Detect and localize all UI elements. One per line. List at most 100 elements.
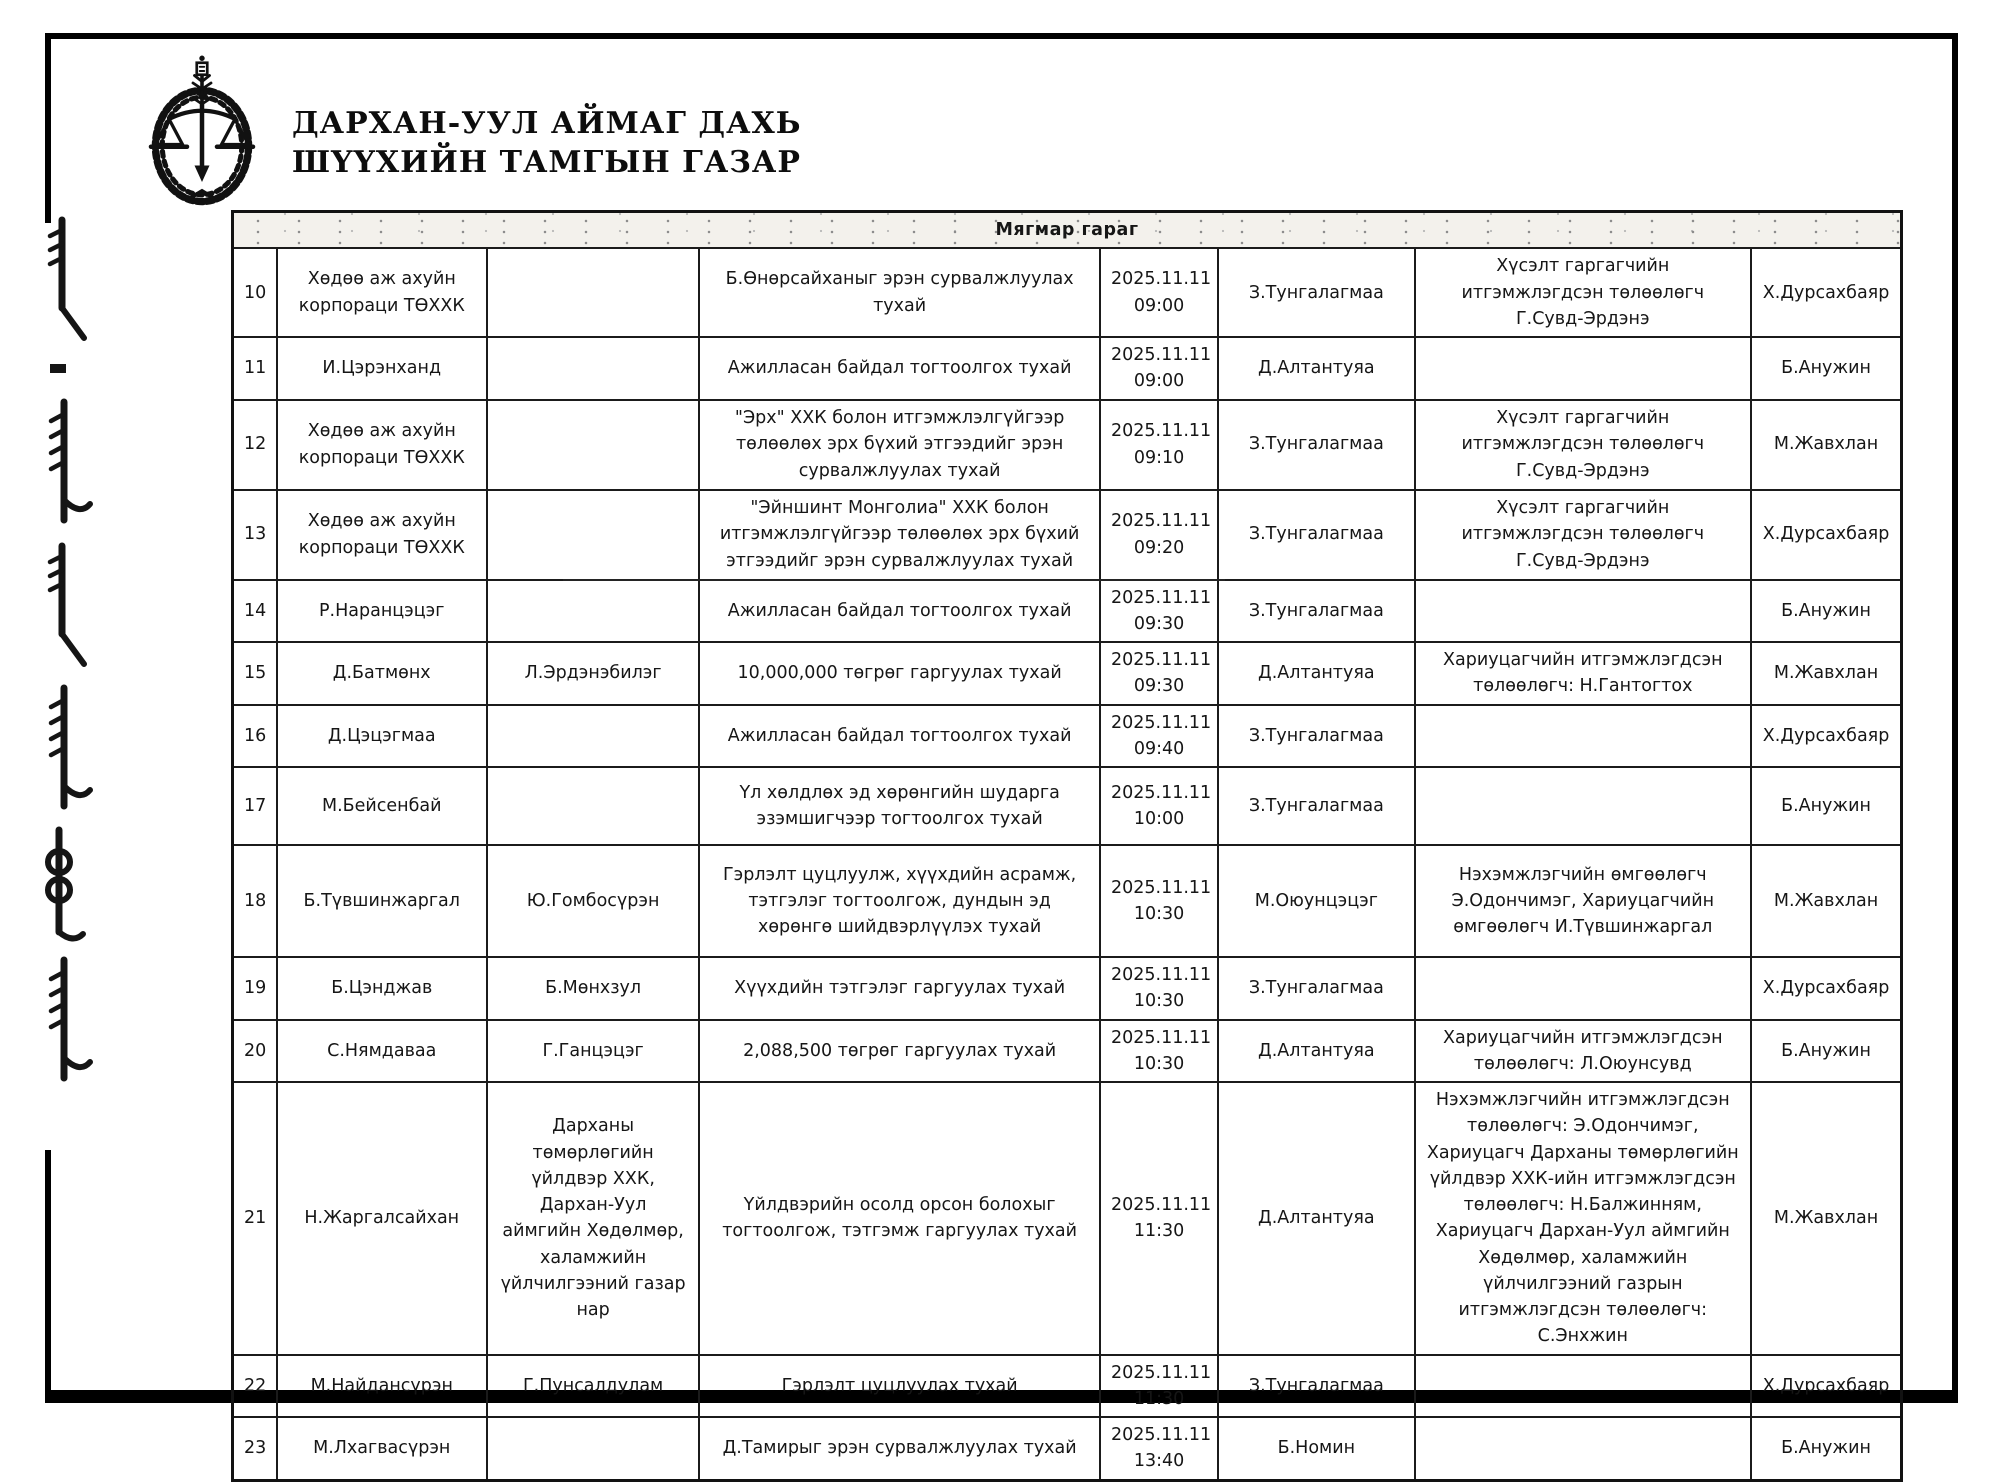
cell-plaintiff: Хөдөө аж ахуйн корпораци ТӨХХК	[275, 398, 488, 491]
hearing-time: 09:00	[1133, 295, 1185, 316]
scan-artifact-line	[563, 579, 1225, 581]
cell-row-number: 12	[231, 398, 278, 491]
cell-datetime: 2025.11.11 11:30	[1098, 1353, 1220, 1418]
cell-datetime: 2025.11.11 11:30	[1098, 1081, 1220, 1356]
hearing-time: 09:40	[1133, 738, 1185, 759]
cell-defendant	[485, 578, 701, 643]
cell-defendant	[485, 488, 701, 581]
hearing-time: 10:30	[1133, 904, 1185, 924]
cell-representatives	[1413, 1353, 1753, 1418]
cell-case-subject: 2,088,500 төгрөг гаргуулах тухай	[698, 1018, 1101, 1083]
cell-row-number: 18	[231, 844, 278, 958]
hearing-time: 09:30	[1133, 613, 1185, 634]
cell-case-subject: Б.Өнөрсайханыг эрэн сурвалжлуулах тухай	[698, 247, 1101, 338]
cell-judge: З.Тунгалагмаа	[1217, 1353, 1416, 1418]
cell-representatives: Нэхэмжлэгчийн итгэмжлэгдсэн төлөөлөгч: Э…	[1413, 1081, 1753, 1356]
cell-plaintiff: М.Бейсенбай	[275, 766, 488, 846]
cell-plaintiff: Н.Жаргалсайхан	[275, 1081, 488, 1356]
cell-datetime: 2025.11.11 10:00	[1098, 766, 1220, 846]
cell-secretary: М.Жавхлан	[1750, 844, 1903, 958]
page-border-right	[1952, 33, 1958, 1402]
hearing-date: 2025.11.11	[1110, 782, 1212, 803]
hearing-time: 09:30	[1133, 676, 1185, 697]
cell-secretary: Б.Анужин	[1750, 1416, 1903, 1481]
cell-judge: З.Тунгалагмаа	[1217, 703, 1416, 768]
weekday-banner: Мягмар гараг	[231, 210, 1903, 250]
cell-case-subject: 10,000,000 төгрөг гаргуулах тухай	[698, 641, 1101, 706]
cell-judge: Д.Алтантуяа	[1217, 336, 1416, 401]
cell-plaintiff: Д.Цэцэгмаа	[275, 703, 488, 768]
cell-representatives	[1413, 1416, 1753, 1481]
hearing-date: 2025.11.11	[1110, 965, 1212, 985]
cell-judge: З.Тунгалагмаа	[1217, 956, 1416, 1021]
cell-judge: Д.Алтантуяа	[1217, 1018, 1416, 1083]
cell-secretary: М.Жавхлан	[1750, 641, 1903, 706]
cell-representatives: Хүсэлт гаргагчийн итгэмжлэгдсэн төлөөлөг…	[1413, 247, 1753, 338]
cell-plaintiff: Р.Наранцэцэг	[275, 578, 488, 643]
cell-case-subject: Д.Тамирыг эрэн сурвалжлуулах тухай	[698, 1416, 1101, 1481]
cell-defendant	[485, 336, 701, 401]
cell-judge: М.Оюунцэцэг	[1217, 844, 1416, 958]
cell-row-number: 20	[231, 1018, 278, 1083]
cell-plaintiff: М.Найдансүрэн	[275, 1353, 488, 1418]
cell-defendant	[485, 766, 701, 846]
cell-judge: З.Тунгалагмаа	[1217, 247, 1416, 338]
cell-defendant: Г.Пунсалдулам	[485, 1353, 701, 1418]
cell-datetime: 2025.11.11 09:00	[1098, 336, 1220, 401]
cell-case-subject: Ажилласан байдал тогтоолгох тухай	[698, 578, 1101, 643]
cell-defendant: Л.Эрдэнэбилэг	[485, 641, 701, 706]
cell-secretary: Х.Дурсахбаяр	[1750, 1353, 1903, 1418]
cell-defendant: Дарханы төмөрлөгийн үйлдвэр ХХК, Дархан-…	[485, 1081, 701, 1356]
cell-row-number: 10	[231, 247, 278, 338]
cell-representatives	[1413, 703, 1753, 768]
cell-datetime: 2025.11.11 09:30	[1098, 641, 1220, 706]
cell-judge: Д.Алтантуяа	[1217, 1081, 1416, 1356]
table-row: 13 Хөдөө аж ахуйн корпораци ТӨХХК "Эйнши…	[231, 488, 1903, 581]
cell-representatives: Хариуцагчийн итгэмжлэгдсэн төлөөлөгч: Н.…	[1413, 641, 1753, 706]
table-row: 18 Б.Түвшинжаргал Ю.Гомбосүрэн Гэрлэлт ц…	[231, 844, 1903, 958]
hearing-date: 2025.11.11	[1110, 1027, 1212, 1048]
cell-datetime: 2025.11.11 09:20	[1098, 488, 1220, 581]
cell-secretary: Х.Дурсахбаяр	[1750, 247, 1903, 338]
cell-secretary: Х.Дурсахбаяр	[1750, 703, 1903, 768]
cell-representatives: Хариуцагчийн итгэмжлэгдсэн төлөөлөгч: Л.…	[1413, 1018, 1753, 1083]
cell-representatives	[1413, 336, 1753, 401]
org-title-line1: ДАРХАН-УУЛ АЙМАГ ДАХЬ	[292, 106, 802, 141]
hearing-time: 10:00	[1133, 809, 1185, 829]
table-row: 21 Н.Жаргалсайхан Дарханы төмөрлөгийн үй…	[231, 1081, 1903, 1356]
org-title: ДАРХАН-УУЛ АЙМАГ ДАХЬ ШҮҮХИЙН ТАМГЫН ГАЗ…	[292, 104, 802, 182]
hearing-time: 11:30	[1133, 1388, 1185, 1409]
org-title-line2: ШҮҮХИЙН ТАМГЫН ГАЗАР	[292, 145, 801, 180]
hearing-time: 10:30	[1133, 1053, 1185, 1074]
cell-plaintiff: Д.Батмөнх	[275, 641, 488, 706]
cell-defendant	[485, 398, 701, 491]
cell-row-number: 22	[231, 1353, 278, 1418]
cell-representatives: Хүсэлт гаргагчийн итгэмжлэгдсэн төлөөлөг…	[1413, 488, 1753, 581]
cell-row-number: 15	[231, 641, 278, 706]
cell-secretary: Б.Анужин	[1750, 578, 1903, 643]
cell-plaintiff: Б.Цэнджав	[275, 956, 488, 1021]
hearing-time: 13:40	[1133, 1451, 1185, 1472]
cell-defendant	[485, 247, 701, 338]
cell-case-subject: Ажилласан байдал тогтоолгох тухай	[698, 703, 1101, 768]
cell-case-subject: "Эйншинт Монголиа" ХХК болон итгэмжлэлгү…	[698, 488, 1101, 581]
cell-judge: З.Тунгалагмаа	[1217, 766, 1416, 846]
cell-row-number: 17	[231, 766, 278, 846]
hearing-time: 09:10	[1133, 447, 1185, 468]
table-row: 15 Д.Батмөнх Л.Эрдэнэбилэг 10,000,000 тө…	[231, 641, 1903, 706]
page-border-left-lower	[45, 1150, 51, 1402]
cell-defendant	[485, 703, 701, 768]
hearing-date: 2025.11.11	[1110, 877, 1212, 898]
table-row: 22 М.Найдансүрэн Г.Пунсалдулам Гэрлэлт ц…	[231, 1353, 1903, 1418]
cell-judge: Д.Алтантуяа	[1217, 641, 1416, 706]
mongolian-vertical-script-icon	[26, 216, 96, 1156]
schedule-table: Мягмар гараг 10 Хөдөө аж ахуйн корпораци…	[231, 210, 1903, 1482]
hearing-date: 2025.11.11	[1110, 269, 1212, 290]
cell-case-subject: Гэрлэлт цуцлуулж, хүүхдийн асрамж, тэтгэ…	[698, 844, 1101, 958]
table-row: 11 И.Цэрэнханд Ажилласан байдал тогтоолг…	[231, 336, 1903, 401]
cell-defendant	[485, 1416, 701, 1481]
cell-case-subject: Хүүхдийн тэтгэлэг гаргуулах тухай	[698, 956, 1101, 1021]
table-row: 19 Б.Цэнджав Б.Мөнхзул Хүүхдийн тэтгэлэг…	[231, 956, 1903, 1021]
cell-defendant: Ю.Гомбосүрэн	[485, 844, 701, 958]
cell-row-number: 19	[231, 956, 278, 1021]
